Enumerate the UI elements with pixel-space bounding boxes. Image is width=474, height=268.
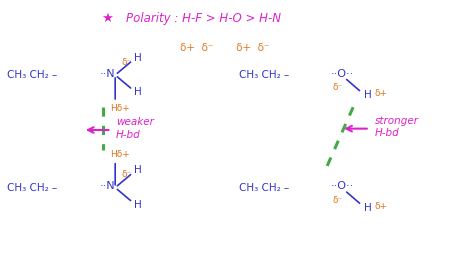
Text: H: H [134,165,142,175]
Text: Hδ+: Hδ+ [110,150,130,159]
Text: H: H [134,200,142,210]
Text: weaker: weaker [116,117,154,127]
Text: H: H [364,90,372,100]
Text: δ⁻: δ⁻ [333,196,343,205]
Text: CH₃ CH₂ –: CH₃ CH₂ – [239,70,290,80]
Text: ··N: ··N [100,69,115,79]
Text: H: H [134,87,142,98]
Text: CH₃ CH₂ –: CH₃ CH₂ – [7,70,57,80]
Text: Hδ+: Hδ+ [110,104,130,113]
Text: ··O··: ··O·· [330,181,354,191]
Text: stronger: stronger [374,116,419,126]
Text: H: H [364,203,372,213]
Text: δ⁻: δ⁻ [122,170,132,179]
Text: δ+  δ⁻       δ+  δ⁻: δ+ δ⁻ δ+ δ⁻ [180,43,270,53]
Text: CH₃ CH₂ –: CH₃ CH₂ – [7,183,57,193]
Text: ★: ★ [100,12,113,25]
Text: δ⁻: δ⁻ [333,83,343,92]
Text: δ+: δ+ [374,202,387,211]
Text: δ⁻: δ⁻ [122,58,132,67]
Text: CH₃ CH₂ –: CH₃ CH₂ – [239,183,290,193]
Text: δ+: δ+ [374,89,387,98]
Text: ··O··: ··O·· [330,69,354,79]
Text: ··N: ··N [100,181,115,191]
Text: Polarity : H-F > H-O > H-N: Polarity : H-F > H-O > H-N [126,12,281,25]
Text: H-bd: H-bd [374,128,399,138]
Text: H: H [134,53,142,63]
Text: H-bd: H-bd [116,130,141,140]
